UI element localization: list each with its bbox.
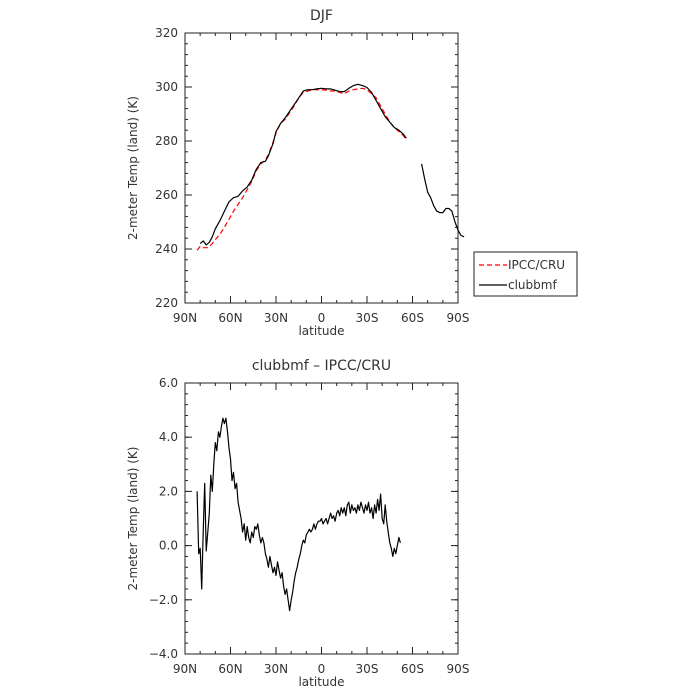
y-tick-label: 2.0 bbox=[159, 484, 178, 498]
legend-label: IPCC/CRU bbox=[508, 258, 565, 272]
x-tick-label: 0 bbox=[318, 662, 326, 676]
x-tick-label: 60S bbox=[401, 311, 424, 325]
legend-label: clubbmf bbox=[508, 278, 557, 292]
y-axis-label: 2-meter Temp (land) (K) bbox=[126, 447, 140, 591]
x-tick-label: 90S bbox=[447, 311, 470, 325]
x-axis-label: latitude bbox=[298, 324, 344, 338]
x-tick-label: 60S bbox=[401, 662, 424, 676]
x-tick-label: 30S bbox=[356, 311, 379, 325]
x-tick-label: 30N bbox=[264, 662, 288, 676]
chart-panel-2 bbox=[184, 382, 459, 655]
y-tick-label: 300 bbox=[155, 80, 178, 94]
series-line-clubbmf-0 bbox=[199, 83, 407, 246]
y-tick-label: 280 bbox=[155, 134, 178, 148]
y-tick-label: 220 bbox=[155, 296, 178, 310]
y-axis-label: 2-meter Temp (land) (K) bbox=[126, 96, 140, 240]
x-tick-label: 90N bbox=[173, 662, 197, 676]
x-tick-label: 30S bbox=[356, 662, 379, 676]
series-line-difference-0 bbox=[196, 417, 401, 612]
x-tick-label: 60N bbox=[218, 662, 242, 676]
series-line-ipcc-cru-0 bbox=[196, 87, 407, 251]
x-tick-label: 90S bbox=[447, 662, 470, 676]
chart-title: DJF bbox=[310, 8, 333, 24]
x-tick-label: 0 bbox=[318, 311, 326, 325]
y-tick-label: −4.0 bbox=[149, 647, 178, 661]
x-tick-label: 60N bbox=[218, 311, 242, 325]
chart-panel-1 bbox=[184, 32, 578, 304]
y-tick-label: 6.0 bbox=[159, 376, 178, 390]
legend-box bbox=[473, 251, 578, 297]
y-tick-label: −2.0 bbox=[149, 593, 178, 607]
plot-frame bbox=[184, 32, 459, 304]
x-axis-label: latitude bbox=[298, 675, 344, 689]
x-tick-label: 90N bbox=[173, 311, 197, 325]
series-line-clubbmf-1 bbox=[421, 163, 465, 238]
chart-title: clubbmf – IPCC/CRU bbox=[252, 358, 391, 374]
y-tick-label: 260 bbox=[155, 188, 178, 202]
y-tick-label: 320 bbox=[155, 26, 178, 40]
y-tick-label: 0.0 bbox=[159, 539, 178, 553]
y-tick-label: 4.0 bbox=[159, 430, 178, 444]
x-tick-label: 30N bbox=[264, 311, 288, 325]
y-tick-label: 240 bbox=[155, 242, 178, 256]
